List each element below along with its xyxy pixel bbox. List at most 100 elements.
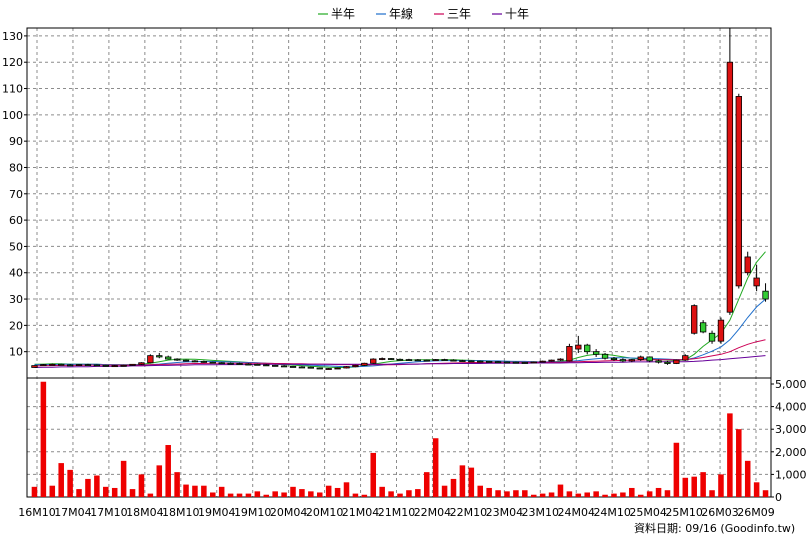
- candle: [584, 343, 591, 355]
- volume-bar: [111, 487, 118, 497]
- volume-tick-label: 1,000: [775, 468, 807, 481]
- volume-bar: [709, 490, 715, 497]
- candle: [664, 360, 671, 365]
- candle: [200, 360, 208, 363]
- volume-bar: [245, 493, 252, 497]
- candle: [387, 358, 395, 360]
- candle-body: [708, 332, 716, 342]
- x-tick-label: 24M10: [593, 506, 631, 519]
- candle-body: [343, 366, 350, 369]
- price-tick-label: 100: [2, 109, 23, 122]
- candle-body: [521, 362, 528, 364]
- volume-bar: [49, 485, 56, 497]
- x-tick-label: 25M04: [629, 506, 667, 519]
- volume-tick-label: 5,000: [775, 378, 807, 391]
- candle-body: [379, 358, 386, 360]
- volume-bar: [343, 482, 350, 497]
- candle-body: [566, 346, 573, 362]
- candle-body: [93, 364, 101, 367]
- volume-bar: [673, 442, 680, 497]
- volume-panel-frame: [26, 377, 772, 498]
- candle: [646, 356, 653, 363]
- candle-body: [432, 359, 439, 361]
- candle: [477, 360, 484, 363]
- candle: [120, 364, 127, 367]
- price-tick-label: 20: [9, 319, 23, 332]
- x-tick-label: 21M10: [378, 506, 416, 519]
- x-tick-label: 26M03: [701, 506, 739, 519]
- candle-body: [289, 366, 297, 368]
- candle-body: [477, 360, 484, 363]
- x-tick-label: 19M04: [198, 506, 236, 519]
- volume-bar: [272, 491, 278, 497]
- candle: [93, 364, 101, 367]
- volume-bar: [397, 493, 403, 497]
- candle-body: [485, 361, 493, 363]
- x-tick-label: 16M10: [18, 506, 56, 519]
- candle-body: [361, 362, 368, 366]
- volume-bar: [432, 438, 439, 497]
- volume-tick-label: 0: [775, 491, 782, 504]
- candle: [156, 353, 163, 359]
- candle: [744, 251, 751, 276]
- candle-body: [129, 363, 136, 366]
- candle-body: [316, 367, 323, 370]
- candle-body: [664, 361, 671, 364]
- volume-bar: [762, 490, 769, 497]
- candle-body: [111, 365, 118, 368]
- candle-body: [173, 358, 181, 361]
- price-tick-label: 130: [2, 30, 23, 43]
- volume-bar: [263, 494, 270, 497]
- grid-lines: [27, 28, 771, 497]
- volume-bar: [477, 485, 484, 497]
- volume-bar: [388, 491, 394, 497]
- volume-bar: [620, 492, 626, 497]
- volume-bar: [308, 491, 314, 497]
- candle-body: [673, 359, 680, 364]
- candle: [414, 359, 421, 362]
- volume-bar: [290, 486, 296, 497]
- volume-bar: [539, 493, 546, 497]
- x-tick-label: 20M10: [306, 506, 344, 519]
- candle: [218, 362, 225, 365]
- volume-bar: [646, 491, 653, 497]
- volume-bar: [165, 445, 171, 497]
- candle-body: [40, 364, 47, 367]
- candle-body: [227, 362, 234, 365]
- candle-body: [370, 358, 377, 364]
- candle: [209, 361, 216, 364]
- volume-bar: [602, 494, 608, 497]
- x-tick-label: 21M04: [342, 506, 380, 519]
- price-tick-label: 110: [2, 83, 23, 96]
- volume-bar: [316, 492, 323, 497]
- candle: [539, 360, 546, 363]
- candle-body: [298, 366, 306, 369]
- x-tick-label: 20M04: [270, 506, 308, 519]
- candle-body: [512, 361, 520, 364]
- volume-bar: [566, 491, 573, 497]
- candle-body: [263, 364, 270, 367]
- candle: [129, 363, 136, 366]
- legend-item-2: 三年: [434, 7, 471, 21]
- candle: [352, 364, 359, 368]
- volume-bar: [637, 494, 644, 497]
- x-tick-label: 17M04: [54, 506, 92, 519]
- volume-bar: [103, 486, 109, 497]
- candle-body: [191, 360, 199, 363]
- candle-body: [450, 359, 457, 362]
- x-axis: 16M1017M0417M1018M0418M1019M0419M1020M04…: [18, 506, 775, 519]
- volume-bar: [415, 489, 421, 497]
- candle-body: [218, 362, 225, 365]
- volume-bar: [218, 486, 225, 497]
- volume-bar: [94, 475, 100, 497]
- volume-bar: [120, 460, 127, 497]
- volume-bar: [459, 465, 466, 497]
- candle-body: [575, 344, 582, 350]
- candle-body: [307, 366, 315, 369]
- candle: [396, 358, 404, 361]
- candle-body: [414, 359, 421, 362]
- candle: [66, 364, 74, 367]
- candle-body: [494, 361, 502, 364]
- candle: [272, 364, 279, 367]
- volume-bar: [201, 485, 207, 497]
